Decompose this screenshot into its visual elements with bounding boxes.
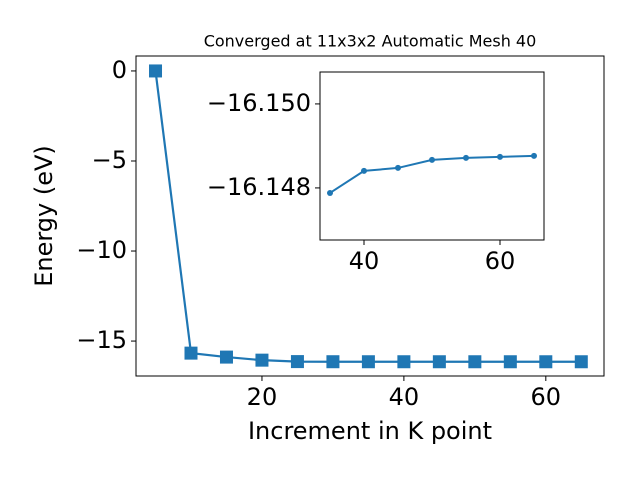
data-point <box>531 152 538 159</box>
data-point <box>219 350 233 364</box>
data-point <box>468 355 482 369</box>
y-tick-label: −5 <box>92 146 127 174</box>
x-tick-label: 40 <box>349 247 380 275</box>
x-tick-label: 40 <box>389 383 420 411</box>
data-point <box>574 355 588 369</box>
data-point <box>463 154 470 161</box>
data-point <box>539 355 553 369</box>
y-tick-label: −10 <box>76 236 127 264</box>
data-point <box>326 189 333 196</box>
x-axis-label: Increment in K point <box>248 417 492 445</box>
data-point <box>429 156 435 163</box>
x-tick-label: 60 <box>531 383 562 411</box>
y-tick-label: −15 <box>76 326 127 354</box>
data-point <box>361 355 375 369</box>
y-axis-label: Energy (eV) <box>30 145 58 287</box>
chart-title: Converged at 11x3x2 Automatic Mesh 40 <box>204 32 537 51</box>
data-point <box>326 355 340 369</box>
data-point <box>503 355 517 369</box>
data-point <box>184 346 198 360</box>
data-point <box>397 355 411 369</box>
data-point <box>360 167 367 174</box>
data-point <box>149 64 163 78</box>
y-tick-label: 0 <box>112 56 127 84</box>
data-point <box>255 353 269 367</box>
data-point <box>290 355 304 369</box>
x-tick-label: 60 <box>485 247 516 275</box>
y-tick-label: −16.150 <box>207 89 311 117</box>
data-point <box>394 164 401 171</box>
y-tick-label: −16.148 <box>207 173 311 201</box>
data-point <box>432 355 446 369</box>
x-tick-label: 20 <box>247 383 278 411</box>
data-point <box>497 153 504 160</box>
